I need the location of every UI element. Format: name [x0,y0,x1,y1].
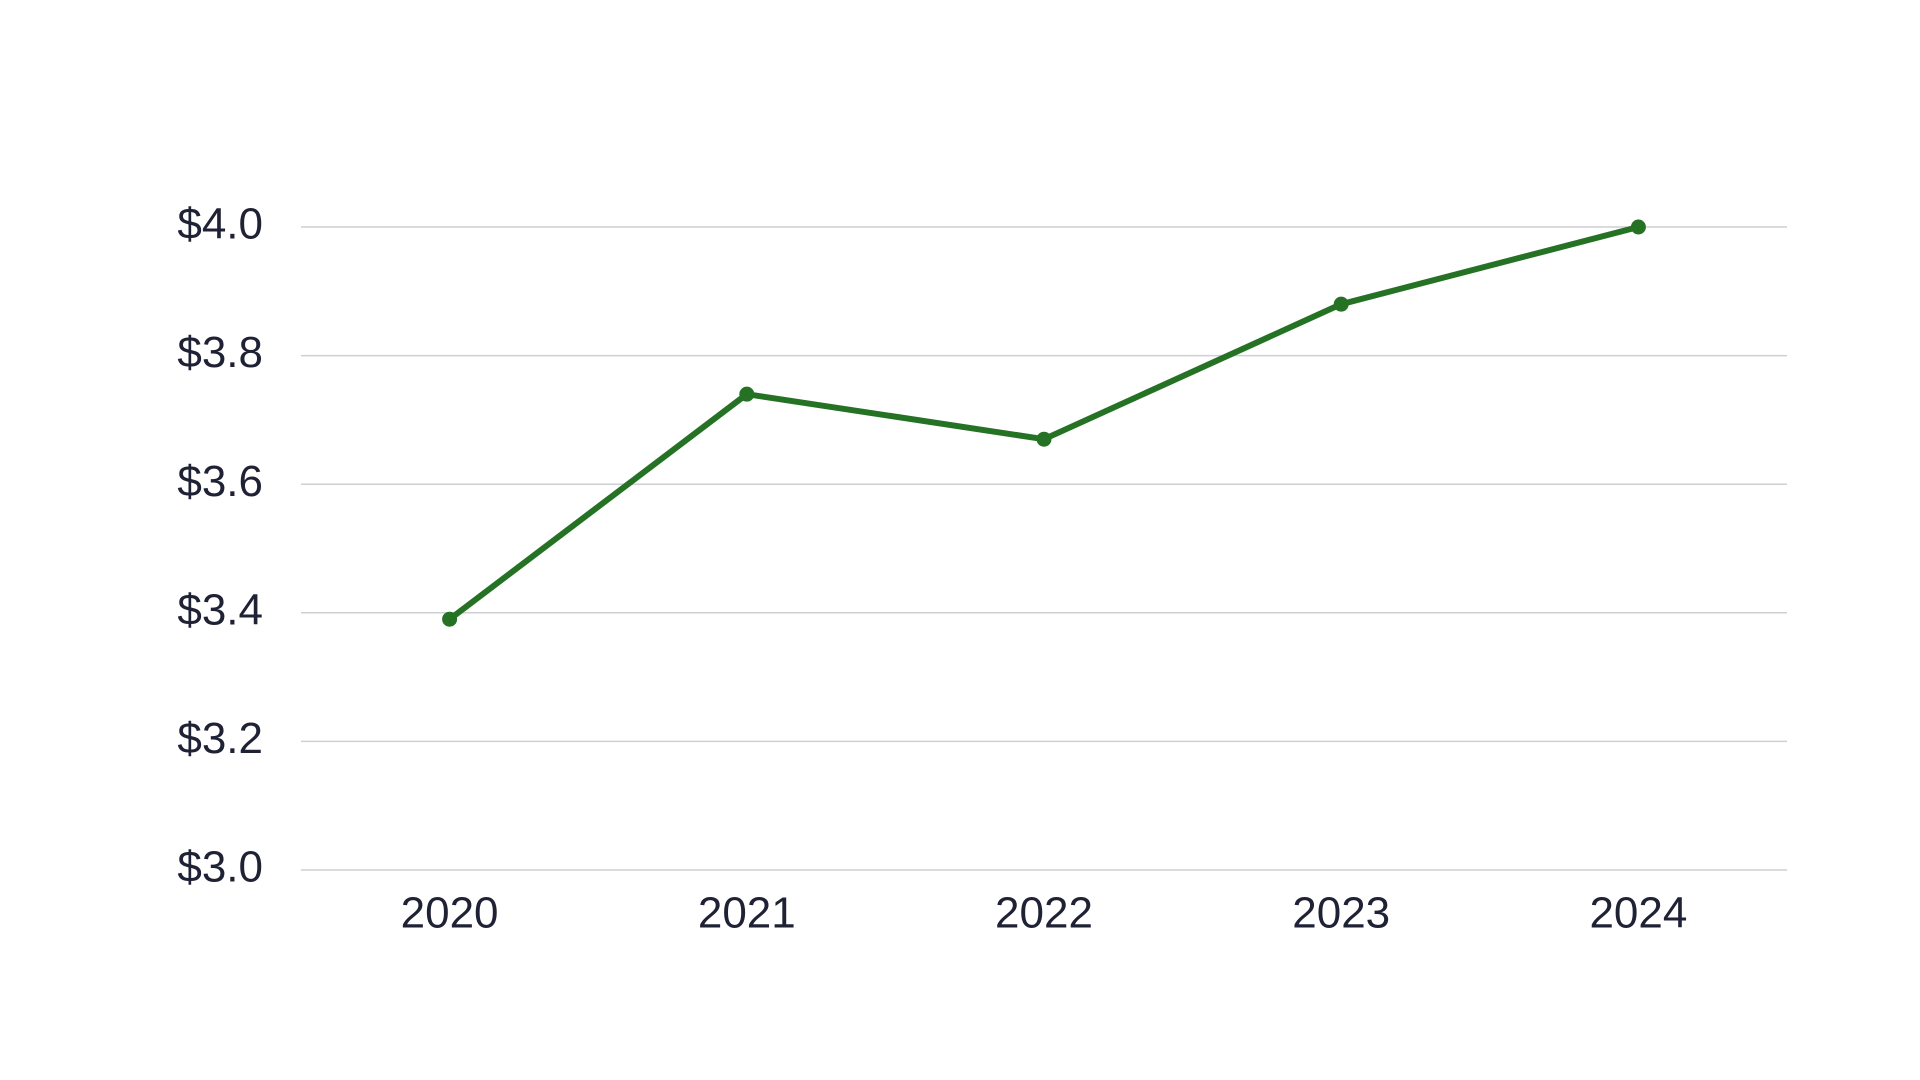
data-point [1630,219,1646,235]
data-line [447,224,1640,622]
y-tick-label: $4.0 [177,200,263,249]
data-point [1333,296,1349,312]
y-tick-label: $3.6 [177,457,263,506]
y-tick-label: $3.2 [177,714,263,763]
data-point [442,611,458,627]
data-point [1036,431,1052,447]
x-tick-label: 2023 [1292,889,1390,938]
y-tick-label: $3.0 [177,843,263,892]
x-tick-label: 2020 [401,889,499,938]
x-tick-label: 2022 [995,889,1093,938]
y-tick-label: $3.4 [177,585,263,634]
data-point [739,386,755,402]
x-tick-label: 2024 [1589,889,1687,938]
x-tick-label: 2021 [698,889,796,938]
y-tick-label: $3.8 [177,328,263,377]
